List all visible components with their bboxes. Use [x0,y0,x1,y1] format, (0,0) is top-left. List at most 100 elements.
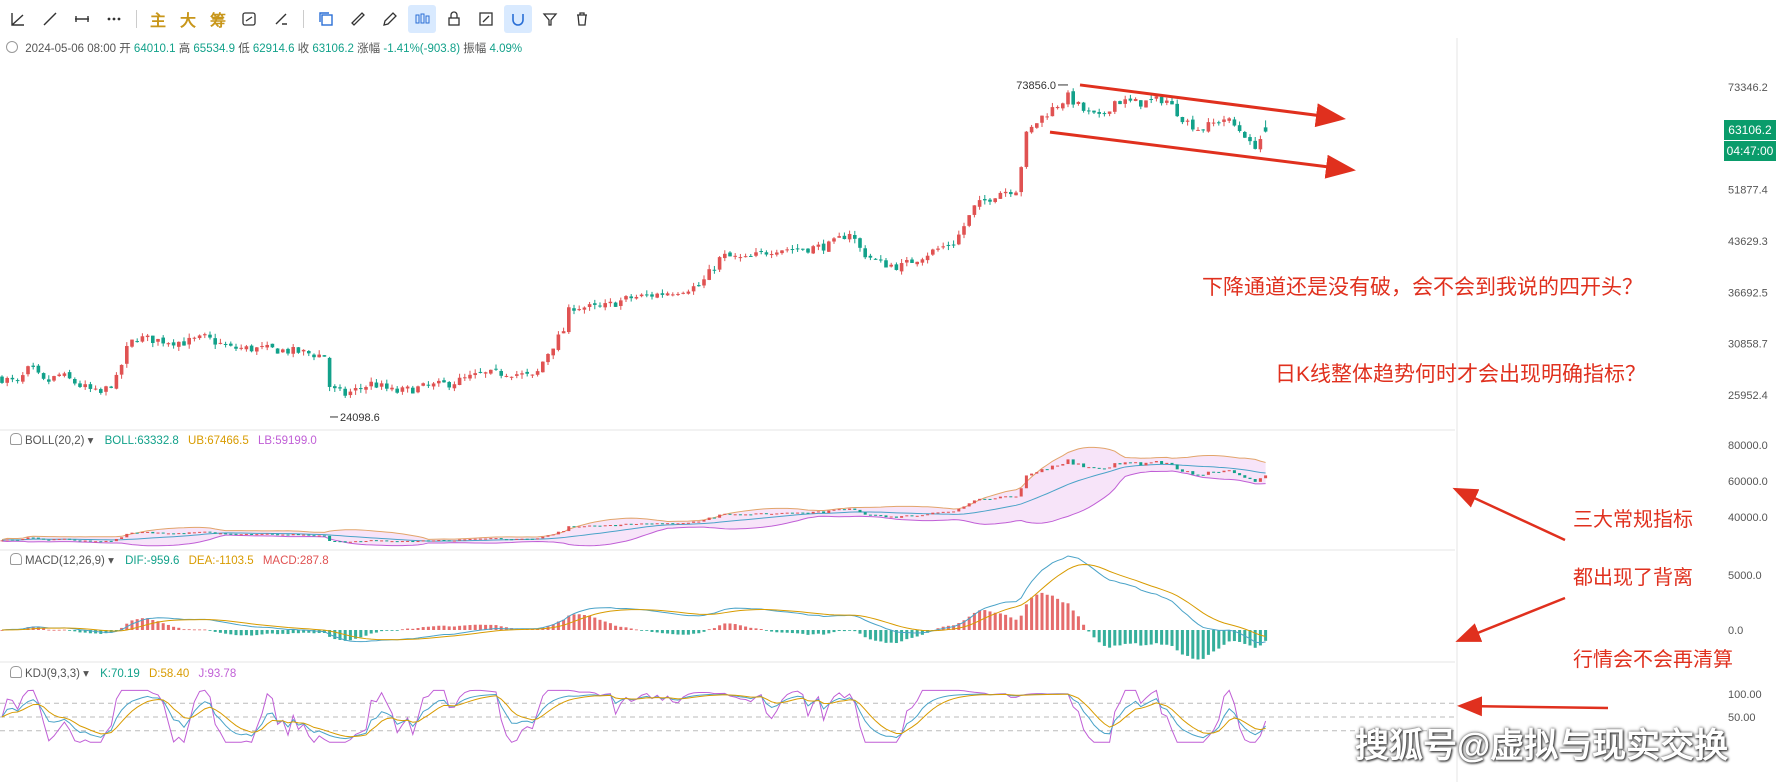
macd-histogram-bar [645,630,649,631]
boll-candle [395,541,399,543]
macd-histogram-bar [650,630,654,632]
boll-candle [972,500,976,504]
boll-candle [926,514,930,516]
macd-value: 287.8 [299,555,329,567]
macd-histogram-bar [416,628,420,630]
boll-candle [905,515,909,517]
boll-candle [380,540,384,542]
candle-body [972,205,977,215]
kdj-legend[interactable]: KDJ(9,3,3) ▾ K:70.19 D:58.40 J:93.78 [10,666,236,680]
boll-candle [983,498,987,500]
candle-body [5,377,9,383]
macd-histogram-bar [1201,630,1205,659]
macd-histogram-bar [619,626,623,630]
boll-candle [146,531,150,533]
macd-histogram-bar [1024,604,1028,630]
boll-candle [499,538,503,540]
candle-body [1019,167,1023,193]
boll-candle [733,514,737,516]
boll-candle [889,516,893,518]
macd-histogram-bar [286,630,290,635]
refresh-icon[interactable] [235,5,263,33]
candle-body [515,374,519,376]
macd-histogram-bar [801,630,805,634]
candle-body [951,244,956,246]
candle-body [1081,102,1086,111]
macd-histogram-bar [390,630,394,631]
candle-body [166,343,171,345]
macd-legend[interactable]: MACD(12,26,9) ▾ DIF:-959.6 DEA:-1103.5 M… [10,553,329,567]
candle-body [998,192,1003,199]
candle-body [561,331,566,334]
candle-body [707,269,711,280]
boll-candle [842,509,846,511]
boll-candle [1071,459,1075,465]
macd-histogram-bar [640,630,644,631]
copy-icon[interactable] [312,5,340,33]
boll-candle [811,511,815,514]
macd-histogram-bar [1097,630,1101,643]
macd-histogram-bar [78,630,82,633]
filter-icon[interactable] [536,5,564,33]
lock-icon[interactable] [440,5,468,33]
bell-icon[interactable] [10,666,22,678]
macd-histogram-bar [104,630,108,634]
edit-note-icon[interactable] [472,5,500,33]
candle-body [1154,96,1159,99]
boll-candle [863,512,867,515]
candle-body [676,293,680,295]
last-price-tag: 63106.2 [1724,120,1776,140]
boll-legend[interactable]: BOLL(20,2) ▾ BOLL:63332.8 UB:67466.5 LB:… [10,433,317,447]
boll-candle [26,537,30,540]
macd-histogram-bar [697,630,701,634]
boll-candle [317,535,321,537]
candle-body [1206,122,1211,132]
boll-candle [1102,468,1106,470]
candle-body [229,343,233,346]
boll-candle [359,541,363,543]
macd-histogram-bar [1061,602,1065,630]
candle-body [151,335,155,344]
open-value: 64010.1 [133,43,176,55]
pen-icon[interactable] [376,5,404,33]
trash-icon[interactable] [568,5,596,33]
macd-histogram-bar [676,630,680,635]
candle-body [603,303,607,308]
boll-candle [478,538,482,540]
boll-candle [1139,462,1143,466]
boll-candle [702,519,706,522]
candle-body [296,347,301,353]
line-tool-icon[interactable] [36,5,64,33]
large-orders-button[interactable]: 大 [179,13,196,30]
candle-body [551,348,555,356]
trend-angle-icon[interactable] [4,5,32,33]
candlestick-icon[interactable] [408,5,436,33]
ruler-icon[interactable] [344,5,372,33]
candle-body [962,226,966,235]
boll-candle [47,539,51,541]
bell-icon[interactable] [10,553,22,565]
candle-body [67,372,72,379]
candle-body [894,264,899,270]
more-icon[interactable] [100,5,128,33]
candle-body [416,386,420,393]
lb-value: 59199.0 [275,435,317,447]
collapse-icon[interactable] [6,41,18,53]
chip-distribution-button[interactable]: 筹 [209,13,226,30]
boll-candle [109,540,113,542]
boll-candle [130,532,134,534]
boll-candle [707,517,711,520]
eraser-icon[interactable] [267,5,295,33]
candle-body [114,374,119,389]
candle-body [577,309,581,311]
bell-icon[interactable] [10,433,22,445]
candle-body [135,341,139,343]
boll-candle [614,525,618,527]
candle-body [811,246,815,254]
main-chart-button[interactable]: 主 [149,13,166,30]
boll-candle [1076,463,1080,465]
boll-candle [166,533,170,535]
horizontal-line-icon[interactable] [68,5,96,33]
magnet-icon[interactable] [504,5,532,33]
